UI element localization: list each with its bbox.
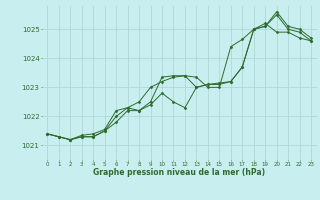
X-axis label: Graphe pression niveau de la mer (hPa): Graphe pression niveau de la mer (hPa) [93,168,265,177]
